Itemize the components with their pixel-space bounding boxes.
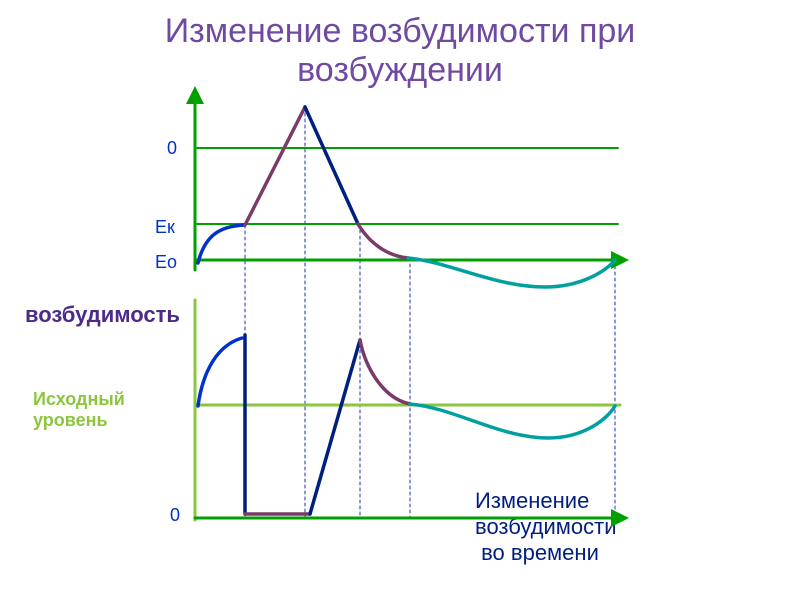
chart-svg [0,0,800,600]
